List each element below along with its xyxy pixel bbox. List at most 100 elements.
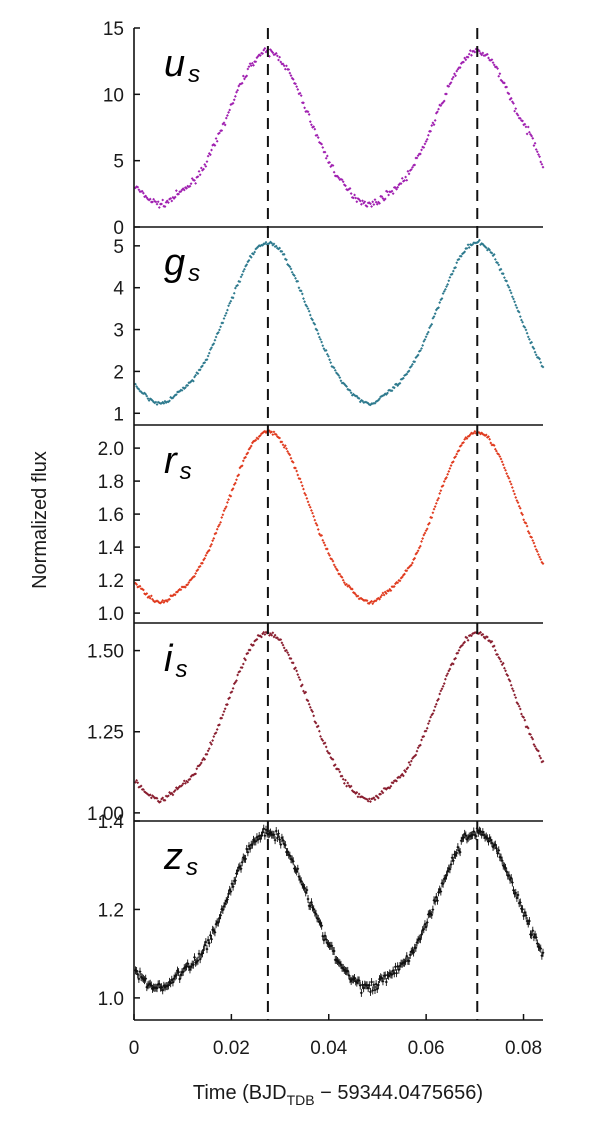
data-point	[398, 381, 402, 385]
data-point	[424, 529, 428, 533]
data-point	[379, 792, 383, 796]
data-point	[252, 63, 255, 67]
data-point	[509, 96, 513, 100]
data-point	[473, 429, 477, 433]
data-point	[484, 246, 488, 250]
data-point	[525, 331, 529, 335]
data-point	[441, 684, 445, 688]
data-point	[502, 276, 506, 280]
data-point	[539, 160, 543, 164]
data-point	[189, 182, 193, 186]
data-point	[508, 480, 512, 484]
data-point	[411, 561, 414, 565]
data-point	[448, 467, 452, 470]
data-point	[423, 338, 427, 341]
data-point	[460, 643, 464, 647]
data-point	[244, 658, 247, 662]
data-point	[212, 536, 216, 540]
data-point	[433, 118, 437, 122]
data-point	[441, 292, 445, 295]
data-point	[156, 200, 160, 204]
data-point	[219, 520, 223, 524]
data-point	[289, 657, 293, 660]
data-point	[322, 541, 326, 545]
data-point	[443, 677, 447, 681]
data-point	[272, 635, 276, 639]
data-point	[291, 661, 295, 665]
data-point	[345, 582, 349, 586]
data-point	[215, 728, 219, 731]
data-point	[296, 673, 300, 677]
data-point	[365, 599, 369, 603]
data-point	[231, 296, 235, 300]
data-point	[339, 379, 343, 383]
data-point	[210, 148, 213, 152]
data-point	[514, 107, 518, 111]
data-point	[243, 77, 246, 81]
data-point	[235, 90, 238, 94]
band-letter: u	[164, 43, 185, 85]
data-point	[241, 74, 245, 78]
data-point	[392, 585, 396, 588]
data-point	[216, 331, 220, 334]
data-point	[516, 113, 520, 117]
data-point	[405, 372, 409, 376]
data-point	[205, 551, 209, 555]
data-point	[506, 674, 510, 678]
data-point	[168, 399, 171, 403]
data-point	[225, 114, 229, 117]
data-point	[423, 142, 427, 146]
data-point	[170, 199, 174, 203]
data-point	[432, 507, 436, 511]
data-point	[479, 630, 482, 634]
data-point	[329, 361, 333, 365]
data-point	[373, 198, 377, 202]
data-point	[316, 136, 320, 139]
data-point	[341, 180, 345, 184]
data-point	[300, 484, 304, 488]
data-point	[484, 433, 488, 437]
data-point	[422, 734, 426, 738]
data-point	[523, 122, 527, 126]
data-point	[222, 710, 226, 713]
data-point	[432, 709, 436, 712]
data-point	[294, 466, 297, 470]
data-point	[312, 514, 316, 518]
data-point	[294, 666, 297, 670]
data-point	[532, 144, 536, 147]
data-point	[420, 540, 423, 543]
data-point	[255, 637, 259, 641]
data-point	[407, 172, 411, 176]
x-axis-title-main: Time (BJD	[193, 1082, 287, 1104]
data-point	[437, 306, 440, 310]
data-point	[238, 669, 242, 673]
data-point	[288, 71, 292, 75]
data-point	[314, 521, 318, 525]
data-point	[492, 63, 496, 67]
data-point	[323, 741, 327, 745]
data-point	[278, 436, 282, 440]
data-point	[480, 53, 484, 57]
data-point	[302, 297, 305, 301]
data-point	[210, 346, 213, 350]
data-point	[299, 94, 303, 98]
data-point	[524, 125, 528, 129]
data-point	[386, 391, 389, 395]
data-point	[321, 344, 325, 348]
data-point	[180, 388, 184, 392]
data-point	[525, 132, 529, 136]
data-point	[280, 250, 284, 253]
data-point	[447, 669, 451, 673]
data-point	[514, 496, 518, 499]
data-point	[416, 746, 420, 750]
data-point	[409, 563, 413, 567]
data-point	[418, 349, 422, 353]
data-point	[338, 376, 342, 379]
data-point	[338, 572, 342, 576]
data-point	[504, 669, 507, 673]
data-point	[146, 397, 150, 400]
data-point	[222, 509, 226, 513]
data-point	[532, 541, 536, 545]
